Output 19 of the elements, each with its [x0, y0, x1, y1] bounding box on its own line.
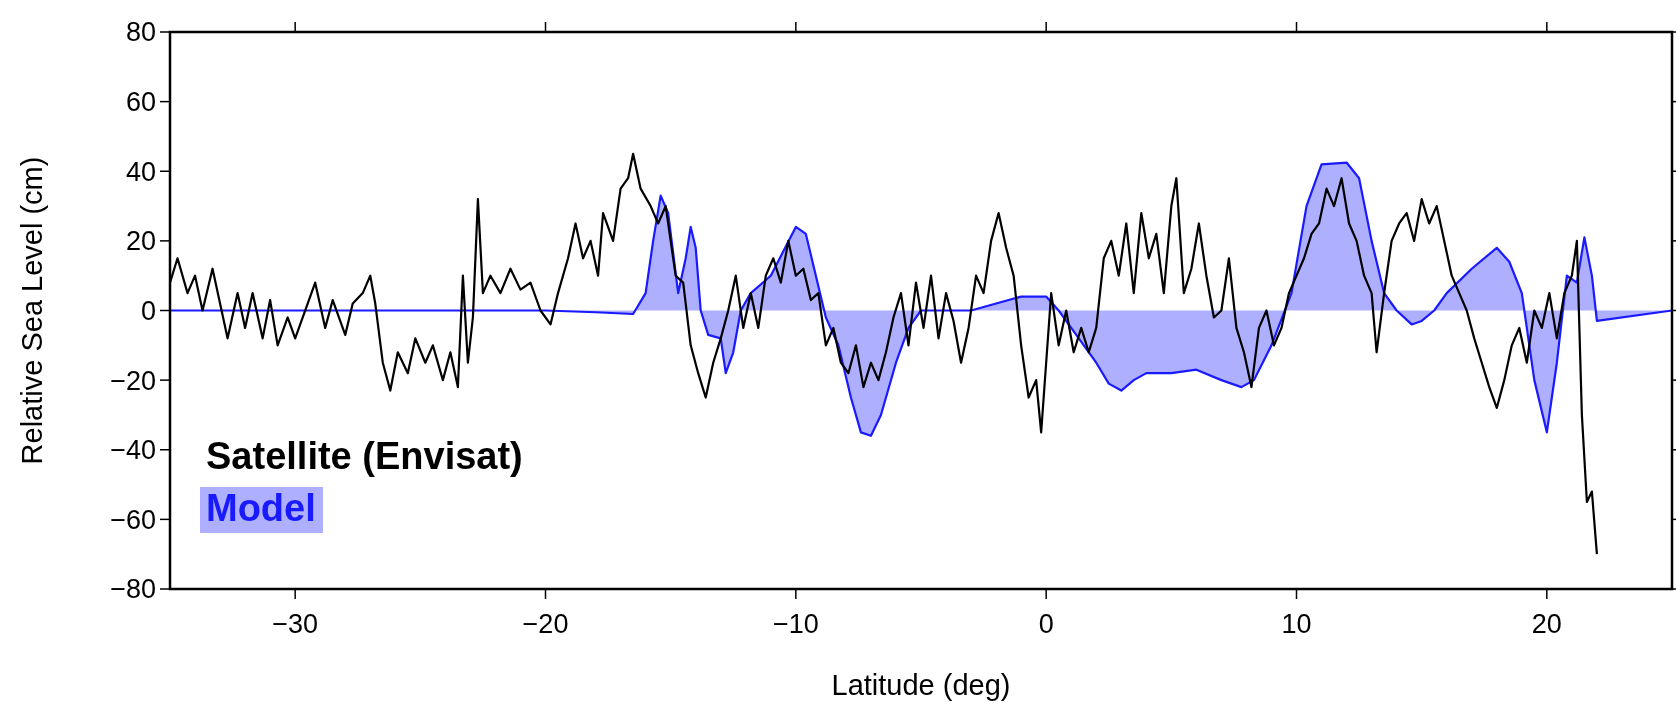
- series-label: Satellite (Envisat): [206, 435, 523, 477]
- y-tick-label: 20: [125, 226, 156, 257]
- y-axis-title: Relative Sea Level (cm): [16, 156, 48, 465]
- y-tick-label: 40: [125, 156, 156, 187]
- x-tick-label: −30: [272, 609, 319, 639]
- x-tick-label: −20: [522, 609, 569, 639]
- y-tick-label: −40: [110, 435, 156, 466]
- x-axis-title: Latitude (deg): [831, 669, 1011, 701]
- y-tick-label: 60: [125, 87, 156, 118]
- x-tick-label: 10: [1281, 609, 1312, 639]
- y-tick-label: −20: [110, 365, 156, 396]
- y-tick-label: −60: [110, 504, 156, 535]
- x-tick-label: 20: [1531, 609, 1562, 639]
- y-tick-label: 80: [125, 17, 156, 48]
- text: Model: [206, 487, 316, 529]
- x-tick-label: 0: [1038, 609, 1054, 639]
- y-tick-label: 0: [140, 295, 156, 326]
- y-tick-label: −80: [110, 574, 156, 605]
- x-tick-label: −10: [772, 609, 819, 639]
